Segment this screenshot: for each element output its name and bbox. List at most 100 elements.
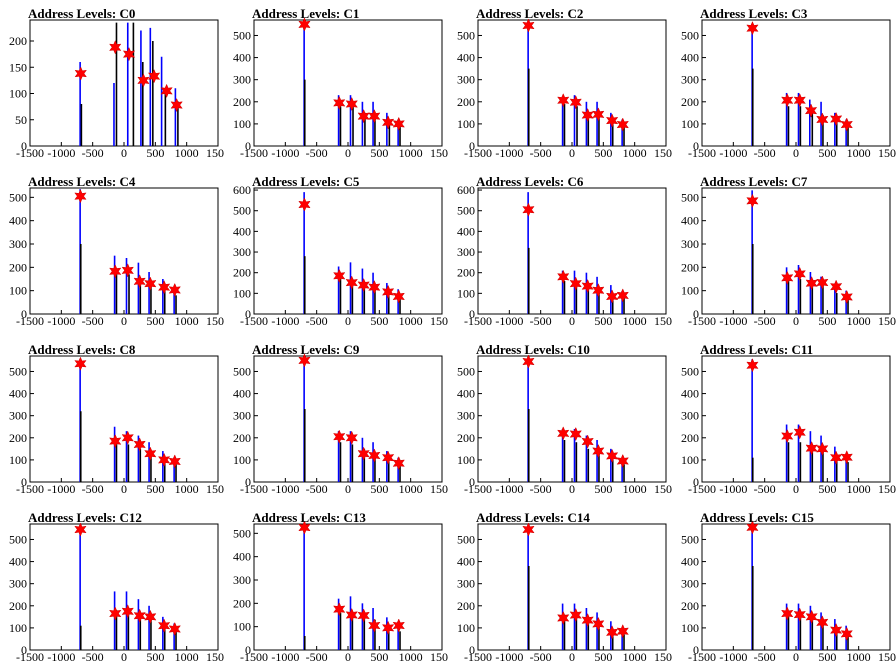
marker-star	[840, 626, 853, 641]
x-tick-label: 1000	[623, 146, 647, 160]
chart-title: Address Levels: C9	[252, 342, 360, 357]
y-tick-label: 200	[9, 260, 27, 274]
chart-svg: 0 50 100 150 200 -1500-1000 -500 0 500 1000 1500	[9, 19, 224, 160]
chart-svg: 0 100 200 300 400 500 -1500 -1000 -500 0 500 1000 15…	[233, 353, 448, 496]
x-tick-label: -500	[754, 314, 776, 328]
y-tick-label: 0	[693, 643, 699, 657]
y-tick-label: 200	[681, 599, 699, 613]
chart-panel: 0 50 100 150 200 -1500-1000 -500 0 500 1000 1500 Ad…	[0, 0, 224, 168]
y-tick-label: 400	[233, 387, 251, 401]
x-tick-label: -500	[82, 650, 104, 664]
x-tick-label: 1500	[654, 650, 672, 664]
y-tick-label: 300	[233, 73, 251, 87]
marker-star	[357, 277, 370, 293]
x-tick-label: 1000	[399, 482, 423, 496]
marker-star	[381, 115, 395, 130]
x-tick-label: -1500	[464, 314, 492, 328]
x-tick-label: 1000	[847, 482, 871, 496]
x-tick-label: 500	[146, 146, 164, 160]
x-tick-label: 0	[569, 146, 575, 160]
y-tick-label: 200	[9, 34, 27, 48]
marker-star	[144, 446, 157, 461]
y-tick-label: 0	[21, 643, 27, 657]
marker-star	[557, 426, 570, 441]
marker-star	[793, 607, 806, 622]
marker-star	[592, 443, 605, 459]
marker-star	[357, 109, 370, 124]
y-tick-label: 300	[457, 409, 475, 423]
x-tick-label: 0	[793, 314, 799, 328]
x-tick-label: 1500	[654, 314, 672, 328]
marker-star	[333, 95, 346, 111]
x-tick-label: 1500	[878, 314, 896, 328]
x-tick-label: -1500	[688, 650, 716, 664]
marker-star	[368, 448, 381, 463]
x-tick-label: 0	[569, 650, 575, 664]
y-tick-label: 200	[457, 266, 475, 280]
y-tick-label: 500	[9, 364, 27, 378]
marker-star	[121, 263, 134, 278]
y-tick-label: 150	[9, 60, 27, 74]
y-tick-label: 100	[681, 117, 699, 131]
y-tick-label: 200	[457, 95, 475, 109]
x-tick-label: 1000	[847, 650, 871, 664]
y-tick-label: 0	[245, 307, 251, 321]
y-tick-label: 0	[469, 475, 475, 489]
y-tick-label: 0	[21, 475, 27, 489]
x-tick-label: -1000	[271, 146, 299, 160]
x-tick-label: -1000	[47, 650, 75, 664]
marker-star	[345, 275, 358, 290]
y-tick-label: 100	[233, 453, 251, 467]
marker-star	[109, 606, 122, 621]
chart-svg: 0 100 200 300 400 500 -1500 -1000 -500 0 500 1000 15…	[233, 520, 448, 664]
x-tick-label: -1000	[719, 314, 747, 328]
chart-title: Address Levels: C10	[476, 342, 590, 357]
chart-title: Address Levels: C7	[700, 174, 808, 189]
marker-star	[298, 353, 311, 368]
marker-star	[522, 354, 535, 369]
x-tick-label: -1500	[464, 146, 492, 160]
y-tick-label: 100	[9, 87, 27, 101]
x-tick-label: 1000	[623, 482, 647, 496]
chart-svg: 0 100 200 300 400 500 -1500 -1000 -500 0 500 1000 15…	[457, 18, 672, 160]
x-tick-label: -1000	[47, 482, 75, 496]
x-tick-label: 1500	[654, 482, 672, 496]
plot-frame	[29, 187, 219, 315]
marker-star	[333, 429, 346, 444]
x-tick-label: 0	[569, 482, 575, 496]
x-tick-label: 500	[146, 482, 164, 496]
chart-panel: 0 100 200 300 400 500 -1500 -1000 -500 0 500 1000 15…	[672, 504, 896, 672]
x-tick-label: -1500	[240, 146, 268, 160]
x-tick-label: -1500	[16, 146, 44, 160]
chart-svg: 0 100 200 300 400 500 -1500 -1000 -500 0 500 1000 15…	[457, 522, 672, 664]
chart-title: Address Levels: C1	[252, 6, 360, 21]
marker-star	[746, 358, 759, 373]
y-tick-label: 100	[9, 284, 27, 298]
y-tick-label: 400	[681, 51, 699, 65]
marker-star	[160, 83, 173, 99]
marker-star	[793, 266, 806, 282]
marker-star	[333, 268, 346, 283]
x-tick-label: 1000	[175, 314, 199, 328]
marker-star	[616, 288, 629, 303]
y-tick-label: 0	[245, 475, 251, 489]
y-tick-label: 200	[233, 95, 251, 109]
marker-star	[781, 93, 794, 108]
chart-title: Address Levels: C8	[28, 342, 136, 357]
plot-frame	[477, 19, 667, 147]
marker-star	[168, 282, 181, 298]
y-tick-label: 500	[681, 190, 699, 204]
y-tick-label: 300	[681, 237, 699, 251]
marker-star	[746, 21, 759, 36]
x-tick-label: 500	[594, 482, 612, 496]
marker-star	[605, 113, 619, 128]
y-tick-label: 100	[233, 117, 251, 131]
marker-star	[333, 602, 346, 617]
y-tick-label: 400	[9, 555, 27, 569]
chart-svg: 0 100 200 300 400 500 -1500 -1000 -500 0 500 1000 15…	[9, 187, 224, 328]
y-tick-label: 0	[21, 139, 27, 153]
marker-star	[805, 441, 818, 456]
y-tick-label: 200	[681, 260, 699, 274]
marker-star	[168, 621, 181, 637]
